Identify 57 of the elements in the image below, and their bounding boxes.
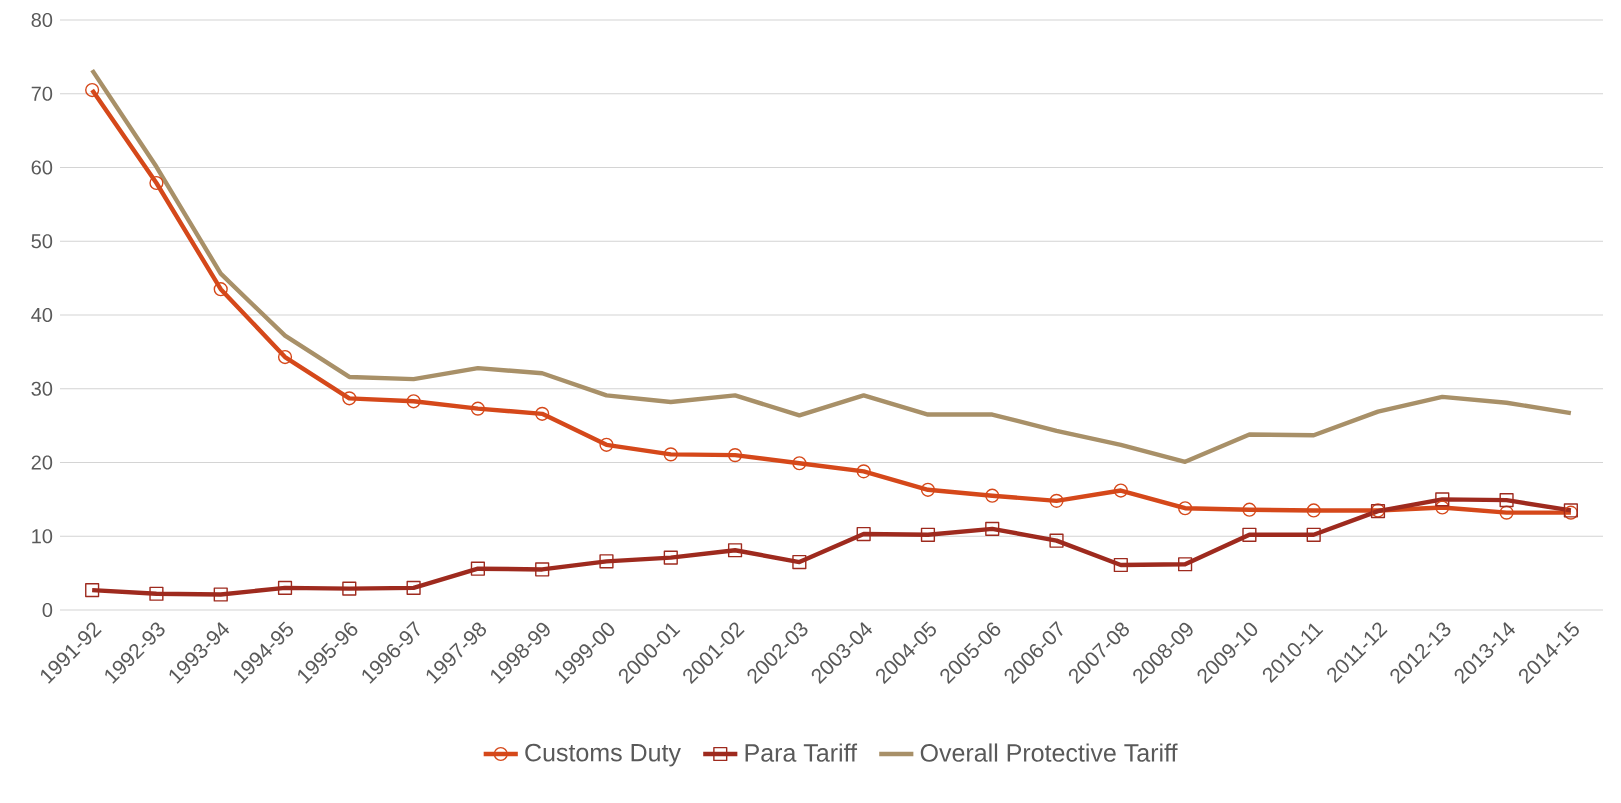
point [535,406,550,421]
point [985,488,1000,503]
point [727,543,743,558]
point [277,349,293,365]
point [85,82,100,98]
point [1499,505,1514,520]
legend-label: Customs Duty [525,743,681,767]
point [1049,533,1064,548]
point [856,526,871,542]
point [535,562,550,577]
point [920,482,936,497]
legend-label: Overall Protective Tariff [920,743,1178,762]
point [1113,483,1128,498]
y-tick-label: 50 [31,234,53,249]
point [1178,501,1193,516]
y-tick-label: 80 [31,12,53,28]
point [213,282,228,297]
point [1049,493,1064,508]
point [1242,502,1257,517]
point [792,554,807,570]
point [920,527,936,542]
y-tick-label: 40 [31,307,53,323]
point [342,581,357,596]
line-series [89,67,1574,464]
point [149,586,164,601]
point [277,580,293,595]
point [213,587,228,602]
point [1113,557,1128,573]
point [1306,503,1321,518]
point [792,456,807,471]
point [1242,527,1257,542]
y-tick-label: 20 [31,455,53,470]
point [406,580,421,595]
point [85,582,100,598]
point [663,447,678,462]
y-tick-label: 60 [31,160,53,175]
point [1435,492,1450,507]
y-tick-label: 70 [31,86,53,101]
point [342,391,357,406]
point [727,448,743,463]
y-tick-label: 30 [31,381,53,396]
point [1499,493,1514,508]
point [149,175,164,191]
point [985,521,1000,536]
y-tick-label: 0 [42,602,53,618]
point [1178,557,1193,572]
point [663,550,678,565]
point [599,437,614,452]
point [1306,527,1321,542]
point [599,554,614,569]
point [406,394,421,409]
point [1435,500,1450,515]
point [470,561,485,576]
y-tick-label: 10 [32,529,53,544]
point [470,401,485,416]
legend-label: Para Tariff [745,743,858,762]
point [856,464,871,479]
